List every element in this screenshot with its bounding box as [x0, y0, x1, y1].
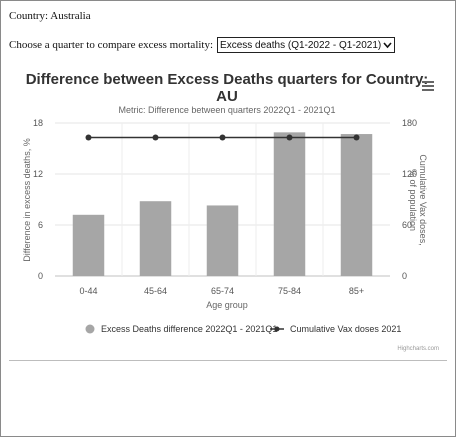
vax-point [85, 134, 92, 141]
chart-container: Difference between Excess Deaths quarter… [9, 62, 446, 357]
vax-point [286, 134, 293, 141]
legend: Excess Deaths difference 2022Q1 - 2021Q1… [85, 324, 401, 334]
x-tick-label: 45-64 [144, 286, 167, 296]
bar [340, 134, 373, 276]
y2-tick-label: 180 [402, 118, 417, 128]
bar [206, 205, 239, 276]
svg-text:Excess Deaths difference 2022Q: Excess Deaths difference 2022Q1 - 2021Q1 [101, 324, 277, 334]
chart-subtitle: Metric: Difference between quarters 2022… [119, 105, 336, 115]
bar [139, 201, 172, 276]
x-axis-title: Age group [206, 300, 248, 310]
vax-point [219, 134, 226, 141]
legend-item-line[interactable]: Cumulative Vax doses 2021 [270, 324, 401, 334]
y2-tick-label: 60 [402, 220, 412, 230]
divider [9, 360, 447, 361]
excess-deaths-chart: Difference between Excess Deaths quarter… [9, 62, 446, 357]
chart-title-line-2: AU [216, 88, 238, 105]
y-tick-label: 18 [33, 118, 43, 128]
svg-text:Cumulative Vax doses 2021: Cumulative Vax doses 2021 [290, 324, 401, 334]
bar [273, 132, 306, 276]
vax-point [152, 134, 159, 141]
quarter-prompt: Choose a quarter to compare excess morta… [9, 39, 214, 51]
x-tick-label: 75-84 [278, 286, 301, 296]
vax-point [353, 134, 360, 141]
x-tick-label: 65-74 [211, 286, 234, 296]
y2-tick-label: 0 [402, 271, 407, 281]
quarter-select-value: Excess deaths (Q1-2022 - Q1-2021) [220, 39, 382, 51]
y-axis-title: Difference in excess deaths, % [22, 138, 32, 261]
country-label: Country: Australia [9, 10, 91, 22]
y2-tick-label: 120 [402, 169, 417, 179]
y-tick-label: 12 [33, 169, 43, 179]
quarter-select[interactable]: Excess deaths (Q1-2022 - Q1-2021) [217, 37, 396, 53]
x-tick-label: 0-44 [79, 286, 97, 296]
chevron-down-icon [383, 42, 392, 49]
hamburger-menu-icon[interactable] [421, 78, 435, 94]
y2-axis-title-line-2: % of population [408, 169, 418, 231]
credits-link[interactable]: Highcharts.com [397, 346, 439, 352]
chart-title-line-1: Difference between Excess Deaths quarter… [26, 71, 429, 88]
legend-item-bars[interactable]: Excess Deaths difference 2022Q1 - 2021Q1 [85, 324, 278, 334]
y2-axis-title-line-1: Cumulative Vax doses, [418, 154, 428, 245]
y-tick-label: 6 [38, 220, 43, 230]
bar [72, 214, 105, 276]
y-tick-label: 0 [38, 271, 43, 281]
quarter-selector-row: Choose a quarter to compare excess morta… [9, 37, 396, 53]
x-tick-label: 85+ [349, 286, 364, 296]
